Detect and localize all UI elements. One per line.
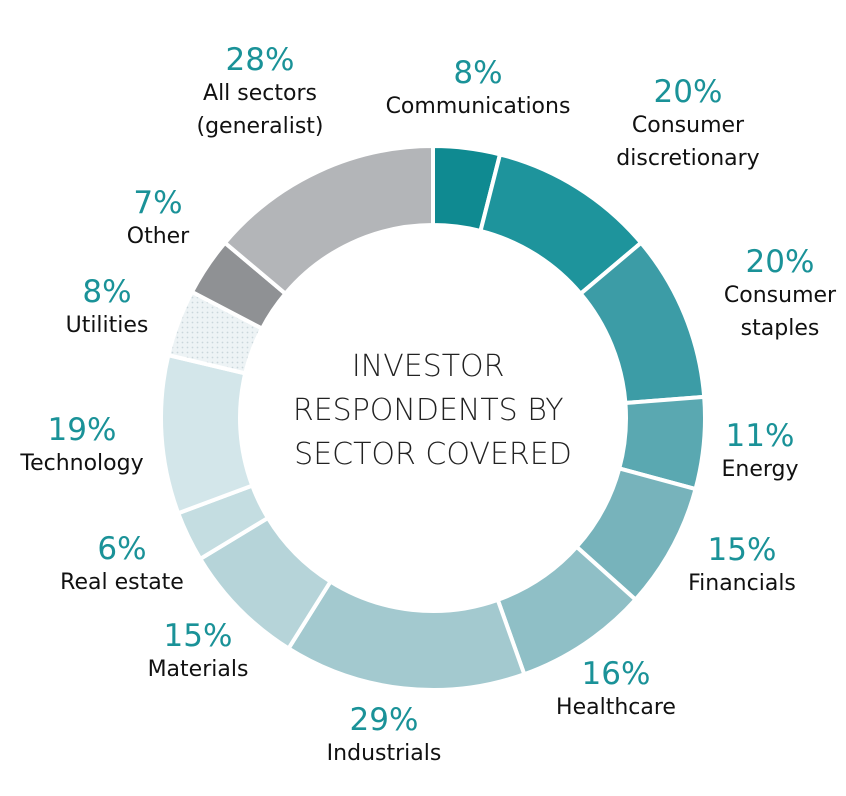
category-label-communications: Communications [386,94,571,119]
category-label-financials: Financials [688,571,796,596]
category-label-materials: Materials [148,657,249,682]
category-label-other: Other [127,224,190,249]
value-label-real-estate: 6% [97,531,146,567]
value-label-healthcare: 16% [582,656,651,692]
category-label-utilities: Utilities [66,313,149,338]
value-label-technology: 19% [48,412,117,448]
category-label-consumer-staples-2: staples [741,316,820,341]
donut-slices [159,143,707,692]
category-label-consumer-staples-1: Consumer [724,283,837,308]
category-label-industrials: Industrials [327,741,442,766]
slice-industrials [285,578,527,692]
slice-technology [159,352,255,516]
value-label-all-sectors-generalist: 28% [226,42,295,78]
value-label-materials: 15% [164,618,233,654]
value-label-communications: 8% [453,55,502,91]
category-label-real-estate: Real estate [60,570,184,595]
value-label-industrials: 29% [350,702,419,738]
value-label-consumer-staples: 20% [746,244,815,280]
category-label-all-sectors-generalist-1: All sectors [203,81,317,106]
slice-labels: 8% Communications 20% Consumer discretionary… [19,42,837,766]
center-title-line-3: SECTOR COVERED [294,437,572,472]
value-label-financials: 15% [708,532,777,568]
category-label-healthcare: Healthcare [556,695,676,720]
category-label-technology: Technology [19,451,143,476]
value-label-energy: 11% [726,418,795,454]
value-label-utilities: 8% [82,274,131,310]
category-label-energy: Energy [721,457,798,482]
center-title-line-2: RESPONDENTS BY [293,393,564,428]
chart-center-title: INVESTOR RESPONDENTS BY SECTOR COVERED [293,349,573,472]
category-label-consumer-discretionary-1: Consumer [632,113,745,138]
center-title-line-1: INVESTOR [352,349,505,384]
value-label-other: 7% [133,185,182,221]
category-label-all-sectors-generalist-2: (generalist) [197,114,324,139]
value-label-consumer-discretionary: 20% [654,74,723,110]
slice-all-sectors-generalist [222,143,435,297]
category-label-consumer-discretionary-2: discretionary [616,146,759,171]
